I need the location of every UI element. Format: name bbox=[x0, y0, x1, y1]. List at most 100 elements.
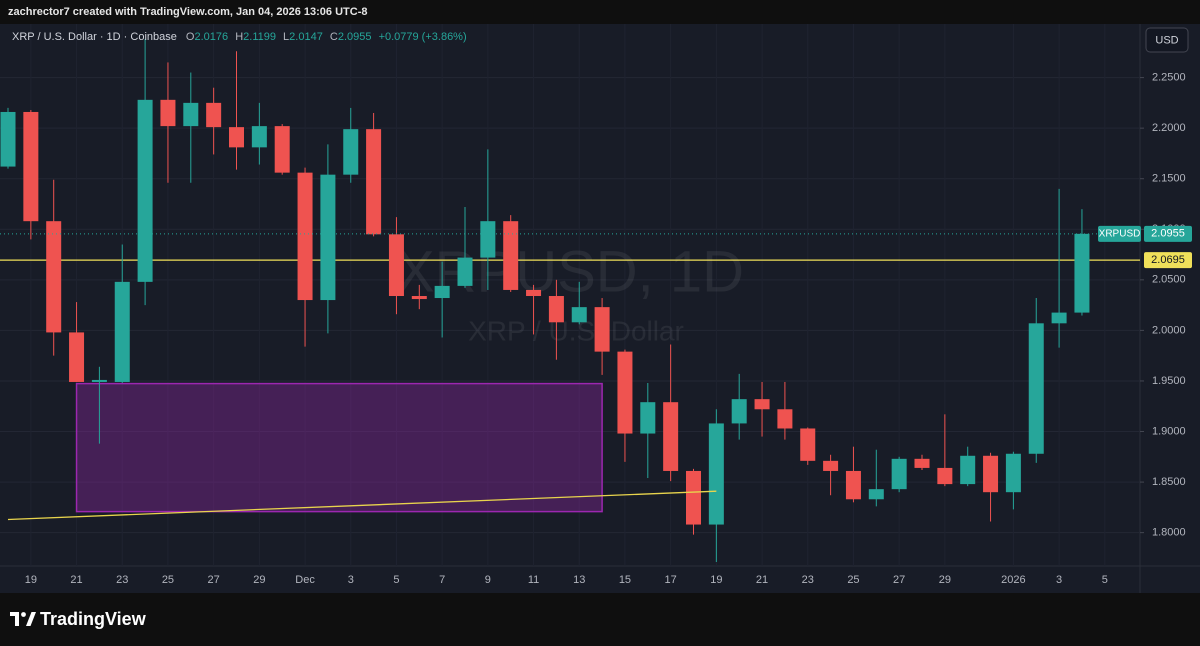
y-tick-label: 2.0500 bbox=[1152, 274, 1186, 286]
candle-body bbox=[708, 423, 724, 525]
y-tick-label: 2.2000 bbox=[1152, 122, 1186, 134]
candle-body bbox=[388, 234, 404, 297]
candle-body bbox=[891, 458, 907, 490]
candle-body bbox=[548, 296, 564, 323]
candle-body bbox=[457, 257, 473, 286]
x-tick-label: 23 bbox=[802, 574, 814, 586]
axes: 1.80001.85001.90001.95002.00002.05002.10… bbox=[25, 71, 1192, 586]
ohlc-label: L bbox=[283, 31, 289, 43]
candle-body bbox=[1074, 233, 1090, 313]
legend-title: XRP / U.S. Dollar · 1D · Coinbase bbox=[12, 31, 177, 43]
ohlc-value: 2.0176 bbox=[194, 31, 228, 43]
candle-body bbox=[640, 402, 656, 434]
candle-body bbox=[343, 129, 359, 175]
logo-icon bbox=[10, 612, 19, 626]
x-tick-label: 9 bbox=[485, 574, 491, 586]
x-tick-label: 11 bbox=[528, 574, 539, 586]
ohlc-label: O bbox=[186, 31, 195, 43]
candle-body bbox=[206, 102, 222, 128]
candle-body bbox=[777, 409, 793, 429]
candle-body bbox=[914, 458, 930, 468]
candle-body bbox=[411, 296, 427, 300]
candle-body bbox=[686, 470, 701, 525]
legend: XRP / U.S. Dollar · 1D · Coinbase O2.017… bbox=[12, 31, 467, 43]
candle-body bbox=[91, 379, 107, 382]
candle-body bbox=[297, 172, 313, 301]
candle-body bbox=[23, 111, 39, 222]
watermark: XRPUSD, 1D bbox=[396, 239, 744, 304]
candle-body bbox=[960, 455, 976, 485]
x-tick-label: 29 bbox=[939, 574, 951, 586]
candle-body bbox=[183, 102, 199, 127]
change: +0.0779 (+3.86%) bbox=[379, 31, 467, 43]
trend-line bbox=[7, 490, 717, 521]
candle-body bbox=[274, 126, 290, 173]
candle-body bbox=[480, 221, 496, 258]
candle-body bbox=[594, 307, 610, 352]
y-tick-label: 1.8000 bbox=[1152, 527, 1186, 539]
candle-body bbox=[69, 332, 85, 382]
ohlc-value: 2.0147 bbox=[289, 31, 323, 43]
y-tick-label: 2.0000 bbox=[1152, 324, 1186, 336]
x-tick-label: 27 bbox=[893, 574, 905, 586]
candle-body bbox=[983, 455, 999, 493]
x-tick-label: 13 bbox=[573, 574, 585, 586]
marks bbox=[0, 39, 1140, 562]
candle-body bbox=[800, 428, 816, 461]
currency-button[interactable] bbox=[1145, 27, 1189, 53]
x-tick-label: 23 bbox=[116, 574, 128, 586]
y-tick-label: 1.8500 bbox=[1152, 476, 1186, 488]
x-tick-label: 29 bbox=[253, 574, 265, 586]
y-tick-label: 2.2500 bbox=[1152, 71, 1186, 83]
candle-body bbox=[434, 285, 450, 299]
logo-icon bbox=[21, 612, 26, 617]
level-tag bbox=[1144, 252, 1192, 269]
candle-body bbox=[617, 351, 633, 434]
y-tick-label: 1.9500 bbox=[1152, 375, 1186, 387]
candle-body bbox=[663, 402, 679, 471]
candle-body bbox=[320, 174, 336, 301]
ohlc-label: H bbox=[235, 31, 243, 43]
candle-body bbox=[526, 289, 542, 297]
x-tick-label: 3 bbox=[1056, 574, 1062, 586]
price-tag-label: 2.0955 bbox=[1151, 228, 1185, 240]
x-tick-label: Dec bbox=[295, 574, 315, 586]
y-tick-label: 1.9000 bbox=[1152, 425, 1186, 437]
candle-body bbox=[137, 99, 153, 282]
ohlc-label: C bbox=[330, 31, 338, 43]
candle-body bbox=[251, 126, 267, 148]
x-tick-label: 21 bbox=[756, 574, 768, 586]
ohlc-value: 2.0955 bbox=[338, 31, 372, 43]
x-tick-label: 7 bbox=[439, 574, 445, 586]
candle-body bbox=[754, 399, 770, 410]
level-tag-label: 2.0695 bbox=[1151, 254, 1185, 266]
x-tick-label: 17 bbox=[665, 574, 677, 586]
candle-body bbox=[0, 111, 16, 167]
symbol-tag-label: XRPUSD bbox=[1099, 228, 1141, 239]
brand: TradingView bbox=[40, 609, 147, 629]
candle-body bbox=[160, 99, 176, 127]
candle-body bbox=[1051, 312, 1067, 324]
candle-body bbox=[731, 399, 747, 424]
ohlc-value: 2.1199 bbox=[243, 31, 276, 43]
candle-body bbox=[366, 129, 382, 235]
candle-body bbox=[845, 470, 861, 500]
candle-body bbox=[46, 221, 62, 333]
x-tick-label: 21 bbox=[70, 574, 82, 586]
x-tick-label: 25 bbox=[847, 574, 859, 586]
candle-body bbox=[868, 489, 884, 500]
x-tick-label: 27 bbox=[208, 574, 220, 586]
price-tag bbox=[1144, 225, 1192, 242]
zone-rectangle bbox=[75, 382, 603, 513]
symbol-tag bbox=[1098, 225, 1141, 242]
x-tick-label: 19 bbox=[710, 574, 722, 586]
candle-body bbox=[1028, 323, 1044, 454]
y-tick-label: 2.1500 bbox=[1152, 173, 1186, 185]
logo-icon bbox=[26, 612, 36, 626]
currency-label[interactable]: USD bbox=[1155, 34, 1178, 46]
brand-logo: TradingView bbox=[10, 609, 147, 629]
x-tick-label: 5 bbox=[1102, 574, 1108, 586]
candle-body bbox=[229, 127, 244, 148]
